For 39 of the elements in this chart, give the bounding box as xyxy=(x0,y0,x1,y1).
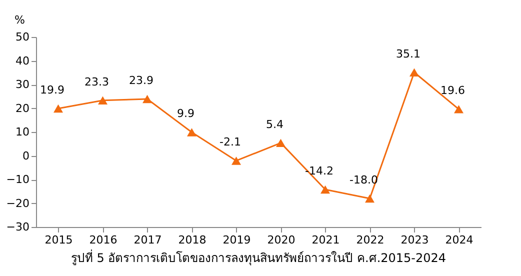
x-tick-label: 2023 xyxy=(400,234,429,246)
point xyxy=(276,138,286,148)
y-tick-label: −20 xyxy=(6,196,30,210)
x-tick-label: 2020 xyxy=(267,234,296,246)
x-tick-label: 2015 xyxy=(44,234,73,246)
x-tick-label: 2024 xyxy=(445,234,474,246)
point xyxy=(98,96,108,105)
point xyxy=(142,94,152,104)
text: รูปที่ 5 อัตราการเติบโตของการลงทุนสินทรัพย์ถาวรในปี ค.ศ.2015-2024 xyxy=(70,249,446,266)
data-label: 35.1 xyxy=(396,47,420,60)
y-tick-label: 40 xyxy=(16,54,30,68)
y-axis-title: % xyxy=(14,14,25,26)
x-tick-label: 2016 xyxy=(89,234,118,246)
y-tick-label: 0 xyxy=(22,149,30,162)
data-label: -2.1 xyxy=(220,136,241,149)
y-tick-label: 10 xyxy=(16,126,30,138)
point xyxy=(187,128,196,136)
x-tick-label: 2017 xyxy=(134,234,162,246)
data-label: 19.9 xyxy=(40,83,64,96)
y-tick-label: 20 xyxy=(16,102,30,115)
x-tick-label: 2022 xyxy=(356,234,384,246)
x-tick-label: 2021 xyxy=(312,234,340,246)
x-tick-label: 2018 xyxy=(178,234,206,246)
point xyxy=(454,105,464,114)
point xyxy=(410,68,419,76)
y-tick-label: 50 xyxy=(16,30,30,44)
data-label: 23.3 xyxy=(84,75,109,88)
data-label: 5.4 xyxy=(266,118,284,131)
point xyxy=(365,194,374,203)
point xyxy=(232,156,241,165)
point xyxy=(320,185,330,194)
y-tick-label: −10 xyxy=(6,173,30,186)
y-tick-label: −30 xyxy=(6,220,30,234)
data-label: 23.9 xyxy=(129,74,154,87)
x-tick-label: 2019 xyxy=(222,234,251,246)
y-tick-label: 30 xyxy=(16,78,30,91)
data-label: 9.9 xyxy=(177,107,194,120)
data-label: 19.6 xyxy=(440,84,465,98)
point xyxy=(54,104,63,113)
